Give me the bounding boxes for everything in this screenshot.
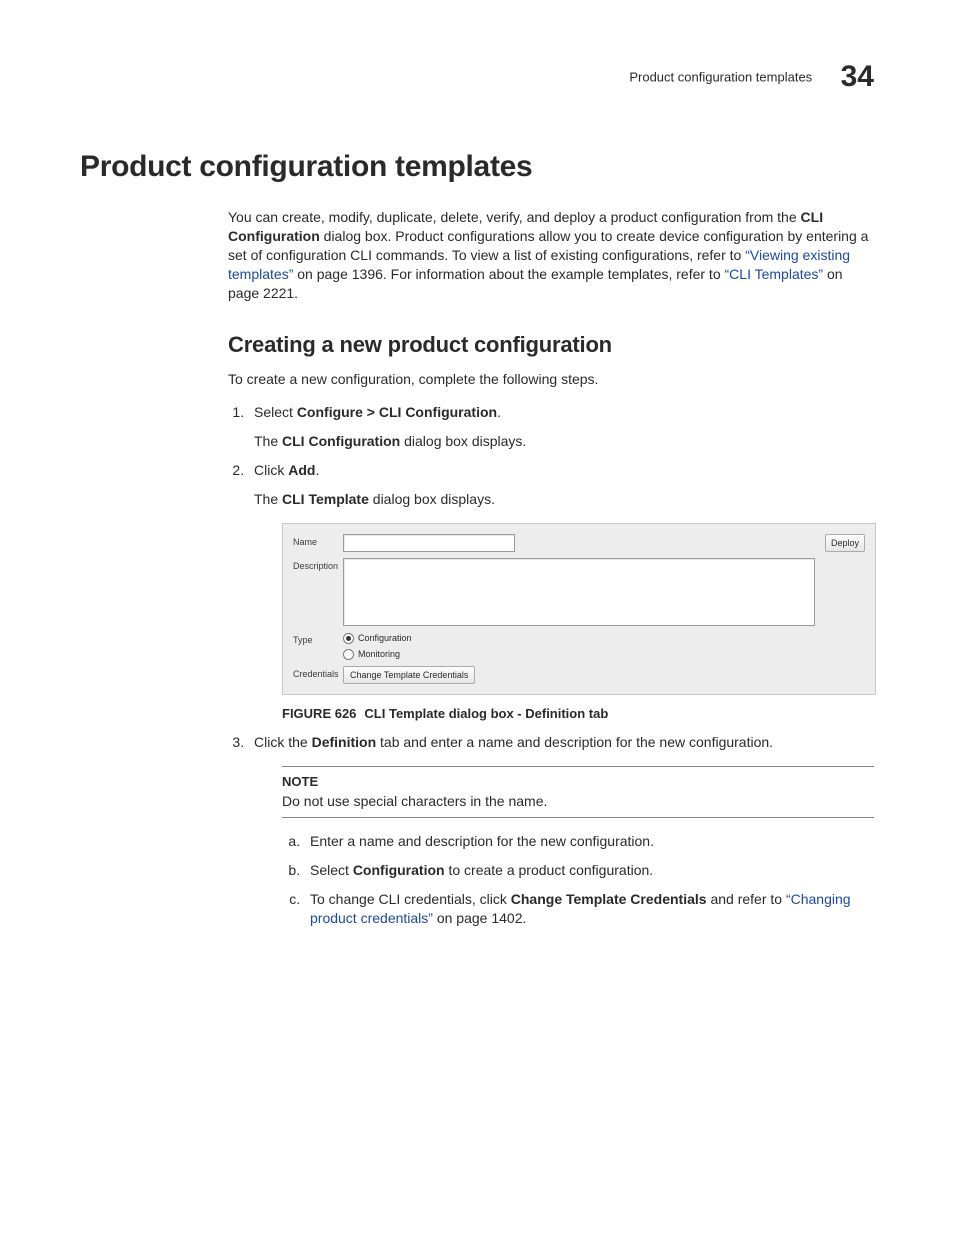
substep-b: Select Configuration to create a product… bbox=[304, 861, 874, 880]
radio-monitoring[interactable]: Monitoring bbox=[343, 648, 412, 660]
label-description: Description bbox=[293, 558, 343, 572]
note-box: NOTE Do not use special characters in th… bbox=[282, 766, 874, 818]
intro-text: on page 1396. For information about the … bbox=[293, 266, 724, 282]
running-header-title: Product configuration templates bbox=[629, 70, 812, 85]
section-lead: To create a new configuration, complete … bbox=[228, 370, 874, 389]
figure-626: Name Deploy Description Type bbox=[282, 523, 874, 723]
substep-bold: Change Template Credentials bbox=[511, 891, 707, 907]
page-title: Product configuration templates bbox=[80, 150, 874, 184]
figure-caption: FIGURE 626 CLI Template dialog box - Defi… bbox=[282, 705, 874, 723]
deploy-button[interactable]: Deploy bbox=[825, 534, 865, 552]
step-1-sub: The CLI Configuration dialog box display… bbox=[254, 432, 874, 451]
substep-a: Enter a name and description for the new… bbox=[304, 832, 874, 851]
steps-list: Select Configure > CLI Configuration. Th… bbox=[228, 403, 874, 928]
substep-text: Select bbox=[310, 862, 353, 878]
step-sub-bold: CLI Configuration bbox=[282, 433, 400, 449]
step-3: Click the Definition tab and enter a nam… bbox=[248, 733, 874, 928]
substep-bold: Configuration bbox=[353, 862, 445, 878]
step-sub-text: dialog box displays. bbox=[400, 433, 526, 449]
step-sub-text: dialog box displays. bbox=[369, 491, 495, 507]
step-sub-text: The bbox=[254, 433, 282, 449]
label-credentials: Credentials bbox=[293, 666, 343, 680]
step-1: Select Configure > CLI Configuration. Th… bbox=[248, 403, 874, 451]
note-label: NOTE bbox=[282, 773, 874, 791]
section-heading: Creating a new product configuration bbox=[228, 332, 874, 358]
step-bold: Add bbox=[288, 462, 315, 478]
substep-text: Enter a name and description for the new… bbox=[310, 833, 654, 849]
step-text: . bbox=[315, 462, 319, 478]
step-sub-text: The bbox=[254, 491, 282, 507]
radio-label: Configuration bbox=[358, 632, 412, 644]
step-text: . bbox=[497, 404, 501, 420]
radio-dot-icon bbox=[343, 649, 354, 660]
change-template-credentials-button[interactable]: Change Template Credentials bbox=[343, 666, 475, 684]
intro-text: You can create, modify, duplicate, delet… bbox=[228, 209, 801, 225]
description-input[interactable] bbox=[343, 558, 815, 626]
substep-text: and refer to bbox=[707, 891, 786, 907]
step-bold: Configure > CLI Configuration bbox=[297, 404, 497, 420]
step-text: Click the bbox=[254, 734, 312, 750]
step-text: Select bbox=[254, 404, 297, 420]
radio-label: Monitoring bbox=[358, 648, 400, 660]
figure-caption-label: FIGURE 626 bbox=[282, 706, 356, 721]
radio-dot-icon bbox=[343, 633, 354, 644]
chapter-number: 34 bbox=[841, 60, 874, 93]
name-input[interactable] bbox=[343, 534, 515, 552]
link-cli-templates[interactable]: “CLI Templates” bbox=[725, 266, 824, 282]
step-2: Click Add. The CLI Template dialog box d… bbox=[248, 461, 874, 723]
figure-caption-text: CLI Template dialog box - Definition tab bbox=[364, 706, 608, 721]
substep-text: to create a product configuration. bbox=[445, 862, 654, 878]
step-2-sub: The CLI Template dialog box displays. bbox=[254, 490, 874, 509]
step-text: tab and enter a name and description for… bbox=[376, 734, 773, 750]
substeps-list: Enter a name and description for the new… bbox=[282, 832, 874, 928]
step-sub-bold: CLI Template bbox=[282, 491, 369, 507]
substep-c: To change CLI credentials, click Change … bbox=[304, 890, 874, 928]
step-text: Click bbox=[254, 462, 288, 478]
label-type: Type bbox=[293, 632, 343, 646]
note-text: Do not use special characters in the nam… bbox=[282, 793, 547, 809]
cli-template-dialog: Name Deploy Description Type bbox=[282, 523, 876, 696]
running-header: Product configuration templates 34 bbox=[80, 60, 874, 94]
label-name: Name bbox=[293, 534, 343, 548]
intro-paragraph: You can create, modify, duplicate, delet… bbox=[228, 208, 874, 302]
substep-text: on page 1402. bbox=[433, 910, 526, 926]
step-bold: Definition bbox=[312, 734, 377, 750]
radio-configuration[interactable]: Configuration bbox=[343, 632, 412, 644]
substep-text: To change CLI credentials, click bbox=[310, 891, 511, 907]
